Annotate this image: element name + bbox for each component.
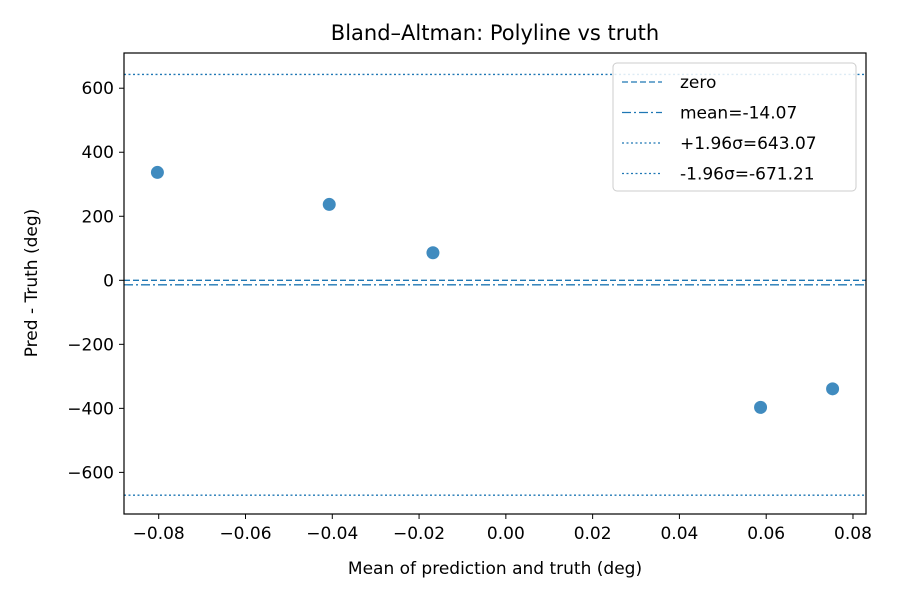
y-axis-label: Pred - Truth (deg) <box>22 209 42 358</box>
x-tick-label: 0.02 <box>574 524 612 544</box>
x-tick-label: 0.04 <box>660 524 698 544</box>
data-point-1 <box>150 165 164 179</box>
y-tick-label: 200 <box>82 207 114 227</box>
legend-entry-label: mean=-14.07 <box>680 104 797 124</box>
data-point-2 <box>322 197 336 211</box>
legend-entry-label: zero <box>680 73 716 93</box>
legend-box <box>612 62 857 192</box>
legend: zero mean=-14.07 +1.96σ=643.07 -1.96σ=-671.… <box>612 62 857 192</box>
data-points <box>150 165 840 414</box>
y-tick-label: −600 <box>67 463 114 483</box>
legend-entry-label: +1.96σ=643.07 <box>680 134 817 154</box>
x-axis: −0.08 −0.06 −0.04 −0.02 0.00 0.02 0.04 0.06 0.08 <box>133 514 872 544</box>
y-axis: −600 −400 −200 0 200 400 600 <box>67 79 124 483</box>
legend-entry-label: -1.96σ=-671.21 <box>680 165 815 185</box>
y-tick-label: 400 <box>82 143 114 163</box>
x-tick-label: −0.02 <box>393 524 445 544</box>
y-tick-label: 0 <box>103 271 114 291</box>
x-tick-label: 0.08 <box>834 524 872 544</box>
y-tick-label: 600 <box>82 79 114 99</box>
x-tick-label: −0.08 <box>133 524 185 544</box>
data-point-5 <box>826 382 840 396</box>
plot-frame <box>123 52 867 515</box>
x-tick-label: 0.06 <box>747 524 785 544</box>
y-tick-label: −200 <box>67 335 114 355</box>
x-tick-label: −0.06 <box>219 524 271 544</box>
data-point-4 <box>754 400 768 414</box>
y-tick-label: −400 <box>67 399 114 419</box>
data-point-3 <box>426 246 440 260</box>
chart-title: Bland–Altman: Polyline vs truth <box>331 21 659 45</box>
x-tick-label: −0.04 <box>306 524 358 544</box>
x-tick-label: 0.00 <box>487 524 525 544</box>
x-axis-label: Mean of prediction and truth (deg) <box>348 559 642 579</box>
